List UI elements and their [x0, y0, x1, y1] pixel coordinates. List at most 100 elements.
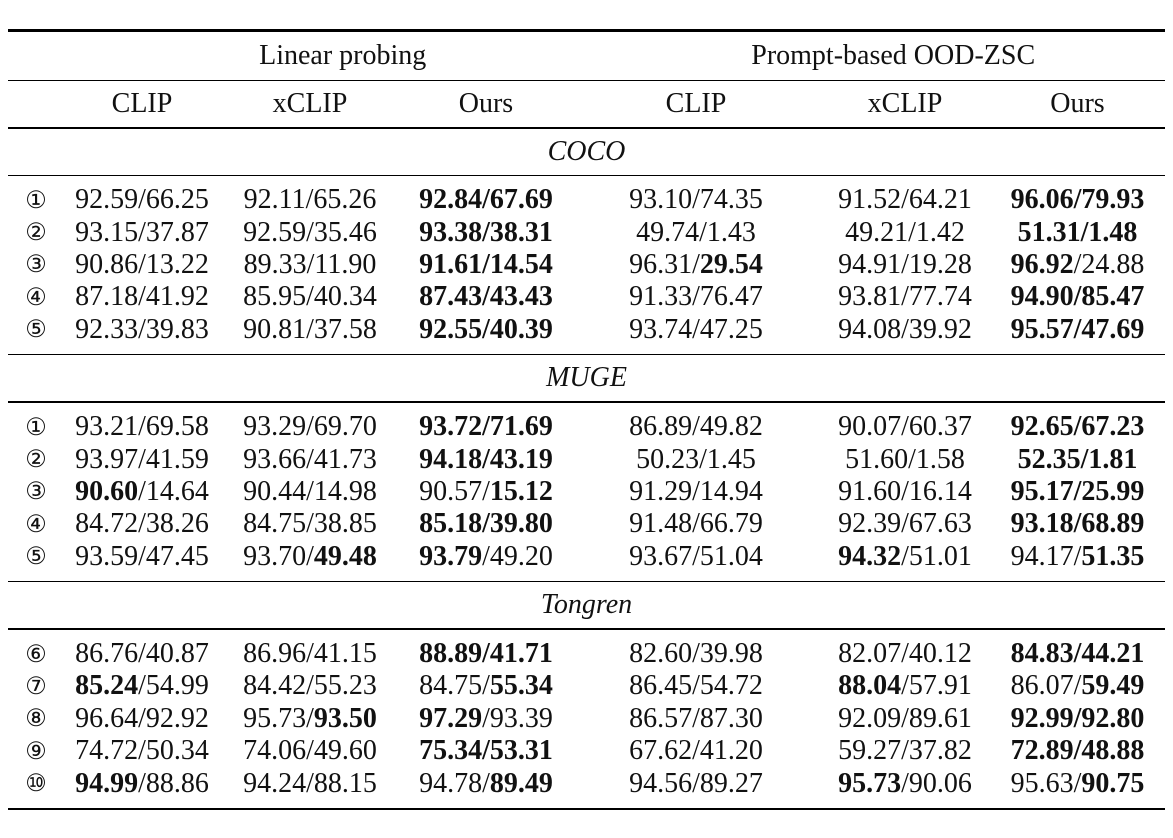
- cell-value-part: 97.29: [419, 702, 483, 734]
- cell-value: 84.75/38.85: [243, 508, 377, 540]
- cell-value: 85.95/40.34: [243, 281, 377, 313]
- row-id: ⑥: [25, 641, 47, 668]
- group-linear-probing: Linear probing: [259, 39, 427, 71]
- table-cell: 89.33/11.90: [220, 249, 400, 281]
- table-cell: 94.08/39.92: [820, 314, 990, 346]
- cell-value: 96.06/79.93: [1010, 184, 1145, 216]
- cell-value-part: 84.75/: [419, 670, 490, 702]
- cell-value: 74.06/49.60: [243, 735, 377, 767]
- table-row: ⑥ 86.76/40.87 86.96/41.15 88.89/41.71 82.60/…: [8, 638, 1165, 670]
- cell-value-part: 59.49: [1081, 670, 1145, 702]
- cell-value: 86.45/54.72: [629, 670, 763, 702]
- cell-value: 52.35/1.81: [1017, 443, 1138, 475]
- table-cell: 74.72/50.34: [64, 735, 220, 767]
- cell-value: 92.55/40.39: [419, 313, 553, 345]
- cell-value-part: /24.88: [1073, 248, 1145, 280]
- cell-value: 82.60/39.98: [629, 638, 763, 670]
- row-id: ⑨: [25, 738, 47, 765]
- cell-value-part: /57.91: [901, 670, 972, 702]
- table-cell: 88.89/41.71: [400, 638, 572, 670]
- table-cell: 91.33/76.47: [572, 281, 820, 313]
- column-header-clip-prompt: CLIP: [665, 88, 727, 119]
- cell-value: 91.48/66.79: [629, 508, 763, 540]
- column-header-ours-prompt: Ours: [1050, 88, 1105, 119]
- cell-value-part: 94.99: [75, 767, 139, 799]
- table-cell: 92.33/39.83: [64, 314, 220, 346]
- table-cell: 93.29/69.70: [220, 411, 400, 443]
- section-title-rule: [8, 628, 1165, 630]
- cell-value-part: 96.92: [1010, 248, 1074, 280]
- table-cell: 84.75/38.85: [220, 508, 400, 540]
- cell-value: 91.33/76.47: [629, 281, 763, 313]
- table-cell: 74.06/49.60: [220, 735, 400, 767]
- row-id: ③: [25, 479, 47, 506]
- column-header-clip-linear: CLIP: [111, 88, 173, 119]
- cell-value: 91.52/64.21: [838, 184, 972, 216]
- table-cell: 93.70/49.48: [220, 541, 400, 573]
- cell-value: 93.97/41.59: [75, 443, 209, 475]
- cell-value: 59.27/37.82: [838, 735, 972, 767]
- row-id: ④: [25, 284, 47, 311]
- table-cell: 95.73/93.50: [220, 703, 400, 735]
- section-rule: [8, 127, 1165, 129]
- cell-value-part: /49.20: [482, 540, 553, 572]
- section-title-rule: [8, 174, 1165, 176]
- table-row: ⑩ 94.99/88.86 94.24/88.15 94.78/89.49 94.56/…: [8, 767, 1165, 799]
- cell-value: 87.18/41.92: [75, 281, 209, 313]
- cell-value: 93.10/74.35: [629, 184, 763, 216]
- table-cell: 95.73/90.06: [820, 768, 990, 800]
- row-id: ⑤: [25, 544, 47, 571]
- table-cell: 90.57/15.12: [400, 476, 572, 508]
- cell-value: 94.90/85.47: [1010, 281, 1145, 313]
- table-cell: 85.95/40.34: [220, 281, 400, 313]
- cell-value: 74.72/50.34: [75, 735, 209, 767]
- cell-value: 50.23/1.45: [636, 443, 756, 475]
- cell-value: 93.67/51.04: [629, 540, 763, 572]
- table-cell: 94.99/88.86: [64, 768, 220, 800]
- cell-value: 51.31/1.48: [1017, 216, 1138, 248]
- cell-value-part: 15.12: [489, 475, 553, 507]
- table-cell: 93.66/41.73: [220, 444, 400, 476]
- table-cell: 91.61/14.54: [400, 249, 572, 281]
- cell-value: 93.66/41.73: [243, 443, 377, 475]
- cell-value-part: 93.50: [313, 702, 377, 734]
- cell-value: 93.72/71.69: [419, 411, 553, 443]
- cell-value: 84.72/38.26: [75, 508, 209, 540]
- table-body: COCO ① 92.59/66.25 92.11/65.26 92.84/67.69 93…: [8, 127, 1165, 808]
- cell-value: 84.42/55.23: [243, 670, 377, 702]
- table-cell: 93.97/41.59: [64, 444, 220, 476]
- cell-value-part: 90.75: [1081, 767, 1145, 799]
- table-cell: 93.10/74.35: [572, 184, 820, 216]
- table-cell: 95.63/90.75: [990, 768, 1165, 800]
- section-gap: [8, 573, 1165, 581]
- cell-value-part: 90.57/: [419, 475, 490, 507]
- table-cell: 72.89/48.88: [990, 735, 1165, 767]
- table-cell: 86.07/59.49: [990, 670, 1165, 702]
- cell-value: 93.29/69.70: [243, 411, 377, 443]
- column-header-xclip-prompt: xCLIP: [867, 88, 943, 119]
- cell-value: 90.44/14.98: [243, 475, 377, 507]
- row-id: ①: [25, 187, 47, 214]
- table-row: ④ 84.72/38.26 84.75/38.85 85.18/39.80 91.48/…: [8, 508, 1165, 540]
- table-cell: 94.90/85.47: [990, 281, 1165, 313]
- table-row: ① 93.21/69.58 93.29/69.70 93.72/71.69 86.89/…: [8, 411, 1165, 443]
- cell-value: 86.76/40.87: [75, 638, 209, 670]
- cell-value-part: 94.32: [838, 540, 902, 572]
- table-cell: 92.11/65.26: [220, 184, 400, 216]
- table-cell: 92.84/67.69: [400, 184, 572, 216]
- table-cell: 96.64/92.92: [64, 703, 220, 735]
- table-cell: 87.43/43.43: [400, 281, 572, 313]
- column-header-ours-linear: Ours: [458, 88, 514, 119]
- table-cell: 94.18/43.19: [400, 444, 572, 476]
- row-id: ⑦: [25, 673, 47, 700]
- column-header-xclip-linear: xCLIP: [272, 88, 348, 119]
- cell-value: 94.24/88.15: [243, 767, 377, 799]
- section-gap: [8, 176, 1165, 184]
- cell-value: 89.33/11.90: [243, 248, 377, 280]
- cell-value: 92.65/67.23: [1010, 411, 1145, 443]
- cell-value-part: /88.86: [138, 767, 209, 799]
- cell-value-part: 85.24: [75, 670, 139, 702]
- table-cell: 93.79/49.20: [400, 541, 572, 573]
- table-cell: 75.34/53.31: [400, 735, 572, 767]
- cell-value: 94.08/39.92: [838, 313, 972, 345]
